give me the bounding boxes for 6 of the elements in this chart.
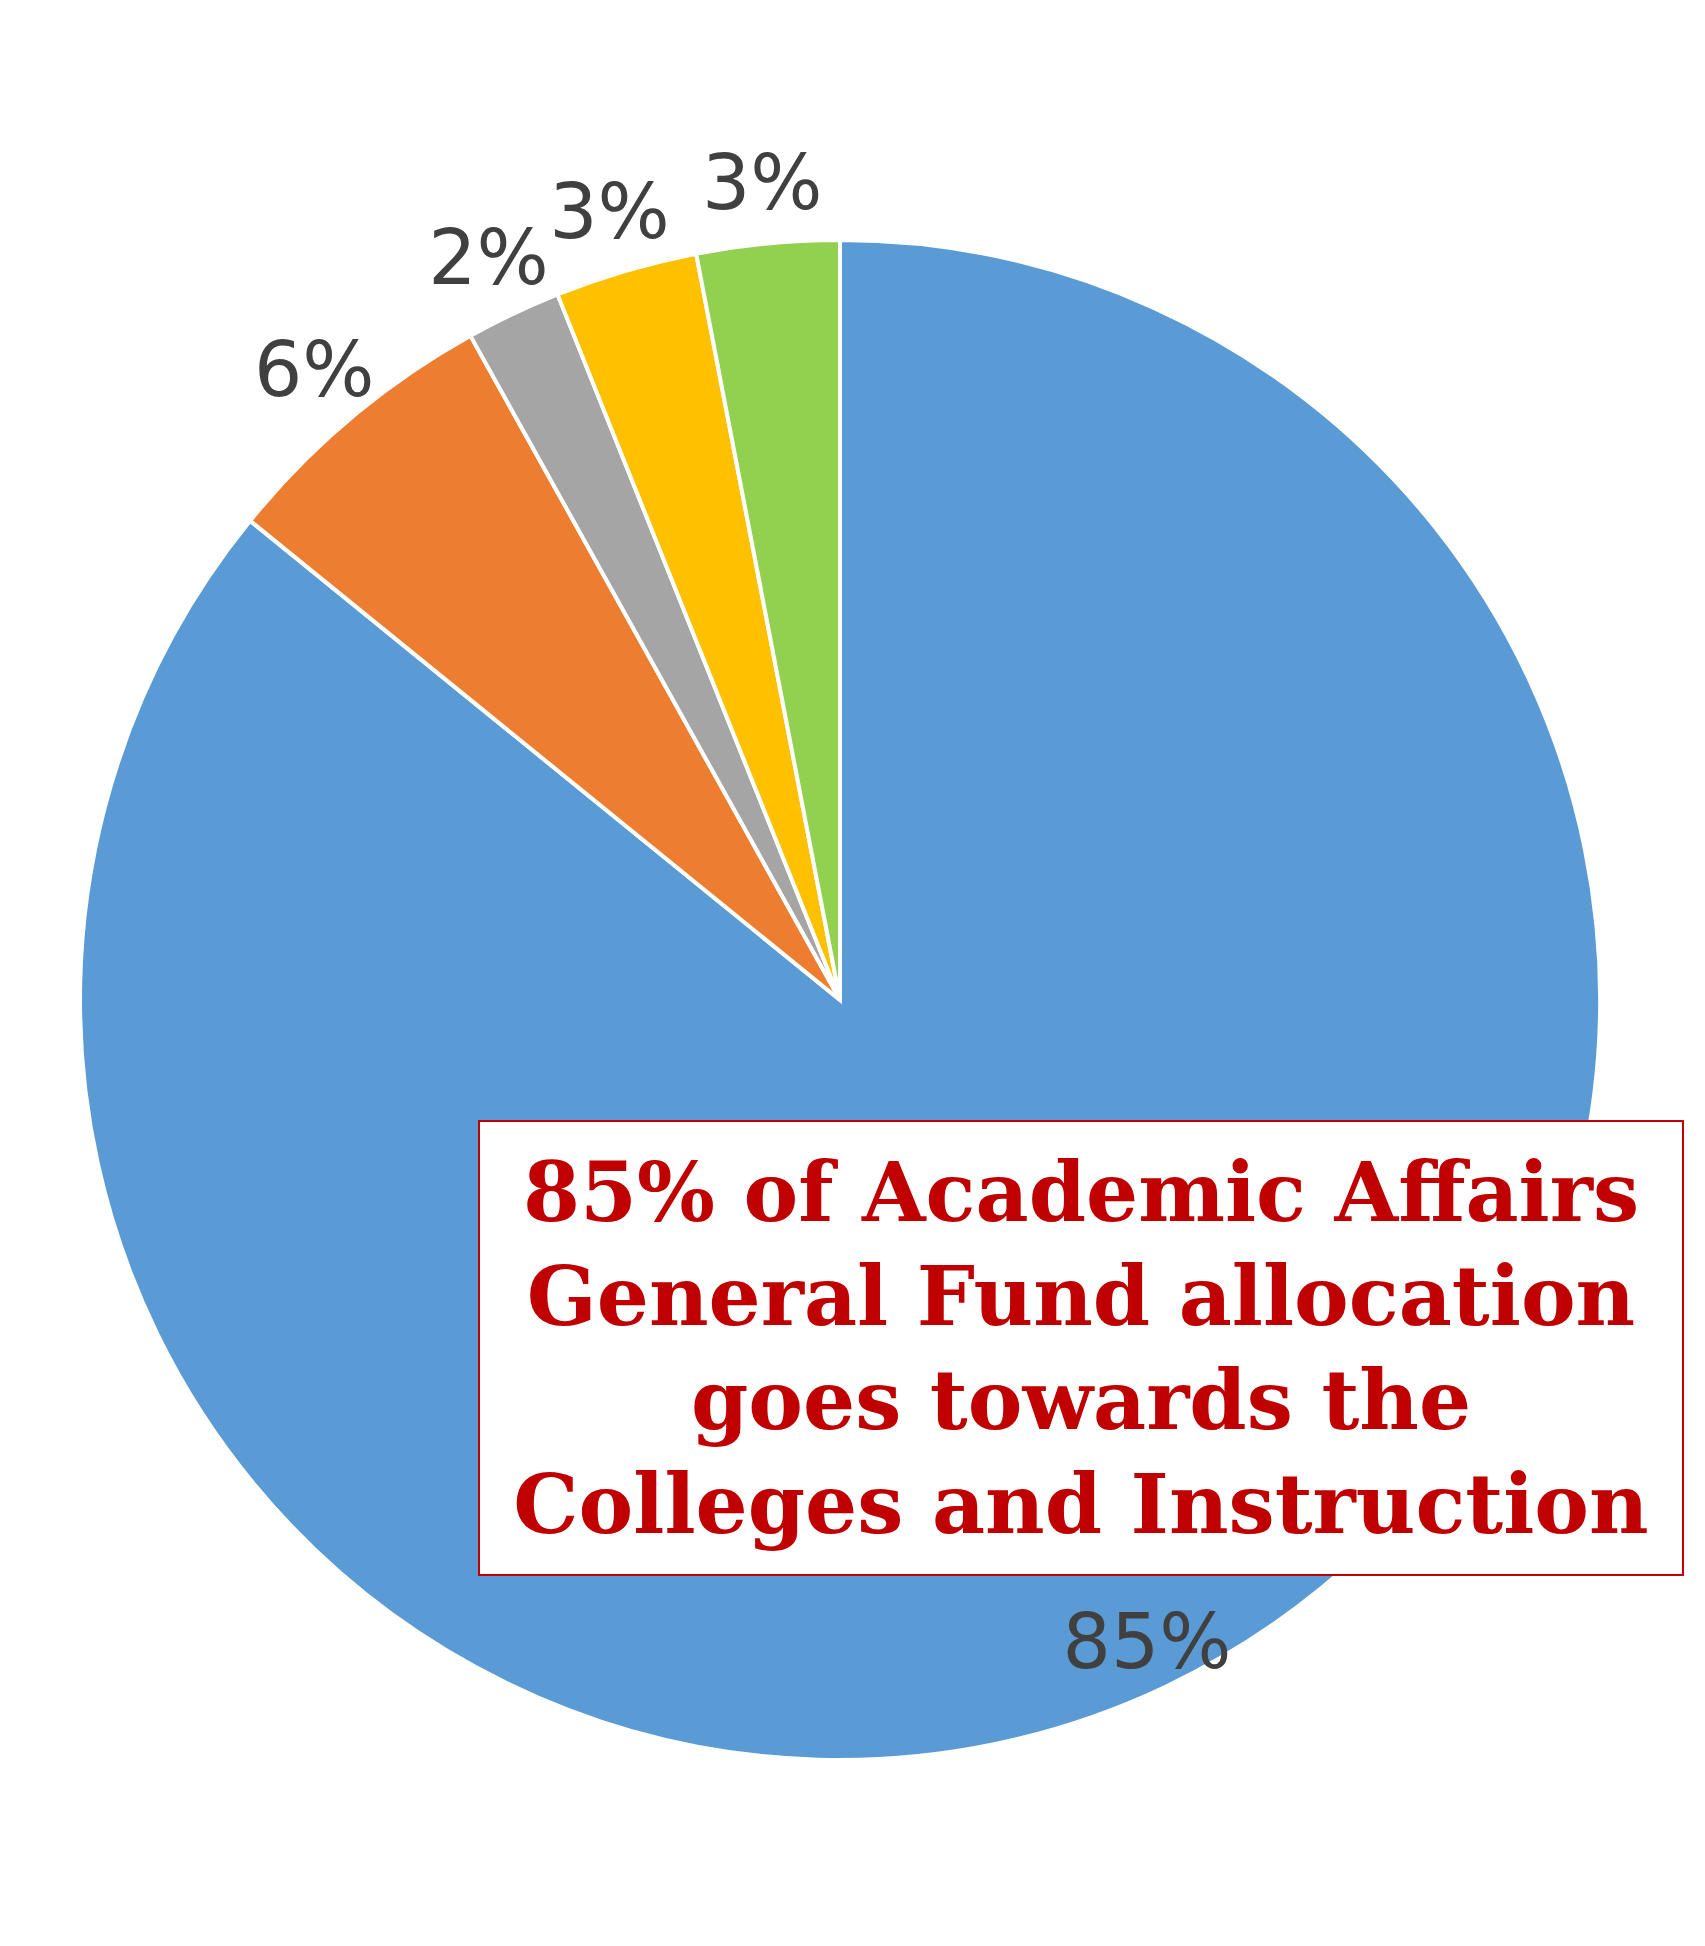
- data-label: 3%: [701, 137, 823, 227]
- data-label: 6%: [253, 325, 375, 415]
- data-label: 3%: [549, 167, 670, 257]
- text: 85% of Academic Affairs General Fund allocation goes towards the Colleges and Instruction: [478, 1120, 1684, 1576]
- data-label: 85%: [1062, 1597, 1232, 1687]
- data-label: 2%: [428, 213, 549, 303]
